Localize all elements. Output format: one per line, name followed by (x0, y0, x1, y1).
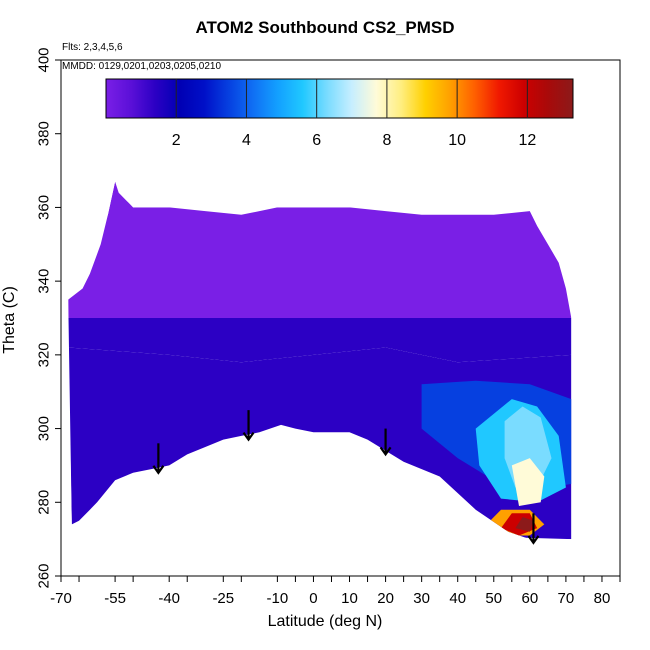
x-tick-label: 80 (594, 590, 611, 607)
y-tick-label: 260 (36, 563, 53, 588)
colorbar-tick-label: 10 (448, 132, 466, 149)
x-tick-label: 50 (485, 590, 502, 607)
colorbar-tick-label: 12 (518, 132, 536, 149)
x-tick-label: -55 (104, 590, 126, 607)
x-tick-label: 0 (309, 590, 317, 607)
colorbar: 2 4 6 8 10 12 (105, 78, 574, 149)
chart-title: ATOM2 Southbound CS2_PMSD (195, 18, 455, 37)
colorbar-tick-label: 6 (312, 132, 321, 149)
flight-arrow-0 (152, 443, 165, 475)
x-tick-label: 60 (521, 590, 538, 607)
x-axis: -70 -55 -40 -25 -10 0 10 20 30 40 50 60 70 80 (50, 575, 621, 607)
x-tick-label: 30 (413, 590, 430, 607)
y-axis: 260 280 300 320 340 360 380 400 (36, 47, 62, 589)
colorbar-gradient (105, 78, 574, 119)
x-tick-label: 10 (341, 590, 358, 607)
x-tick-label: -25 (212, 590, 234, 607)
y-tick-label: 340 (36, 269, 53, 294)
colorbar-tick-label: 2 (172, 132, 181, 149)
field-region-6 (511, 458, 545, 506)
y-tick-label: 360 (36, 195, 53, 220)
colorbar-tick-label: 8 (382, 132, 391, 149)
dates-note: MMDD: 0129,0201,0203,0205,0210 (62, 61, 222, 72)
arrow-layer (152, 410, 540, 545)
field-region-9 (515, 517, 534, 532)
flight-arrow-3 (527, 513, 540, 545)
field-region-0 (68, 181, 572, 318)
x-tick-label: -70 (50, 590, 72, 607)
x-axis-label: Latitude (deg N) (267, 613, 383, 630)
y-tick-label: 380 (36, 121, 53, 146)
x-tick-label: -40 (158, 590, 180, 607)
x-tick-label: 20 (377, 590, 394, 607)
y-tick-label: 280 (36, 490, 53, 515)
x-tick-label: -10 (267, 590, 289, 607)
flight-arrow-1 (242, 410, 255, 442)
x-tick-label: 40 (449, 590, 466, 607)
y-tick-label: 320 (36, 342, 53, 367)
y-tick-label: 300 (36, 416, 53, 441)
x-tick-label: 70 (558, 590, 575, 607)
y-tick-label: 400 (36, 47, 53, 72)
flights-note: Flts: 2,3,4,5,6 (62, 42, 123, 53)
colorbar-tick-label: 4 (242, 132, 251, 149)
field-layer (68, 181, 572, 540)
field-region-1 (68, 318, 572, 363)
flight-arrow-2 (379, 428, 392, 457)
